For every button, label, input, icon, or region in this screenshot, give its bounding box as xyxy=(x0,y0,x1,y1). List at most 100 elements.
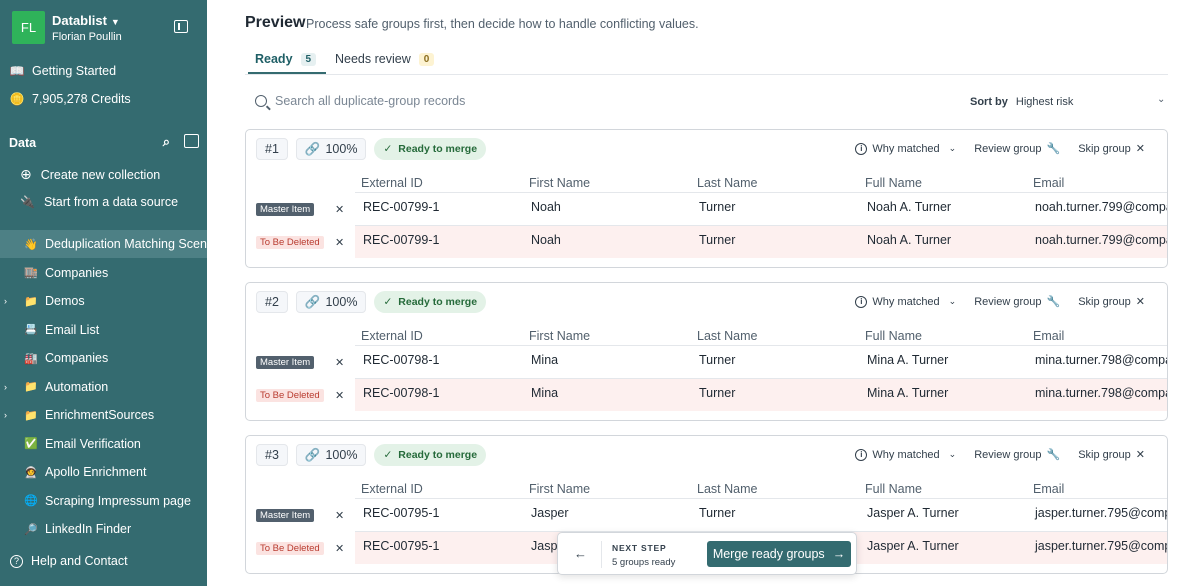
collection-icon: 📁 xyxy=(24,381,38,393)
data-section-header: Data ⌕ xyxy=(9,134,199,150)
match-score: 🔗 100% xyxy=(295,138,367,160)
collection-icon: 🏬 xyxy=(24,267,38,279)
column-header: Last Name xyxy=(697,329,758,343)
getting-started-link[interactable]: 📖 Getting Started xyxy=(9,64,117,78)
info-icon: i xyxy=(855,448,868,461)
table-row: REC-00798-1 Mina Turner Mina A. Turner mina.… xyxy=(355,378,1167,411)
remove-row-icon[interactable]: ✕ xyxy=(335,543,345,555)
close-icon: ✕ xyxy=(1135,296,1145,308)
remove-row-icon[interactable]: ✕ xyxy=(335,204,345,216)
table-cell: Mina A. Turner xyxy=(867,353,949,367)
search-input[interactable]: Search all duplicate-group records xyxy=(255,94,465,108)
collapse-sidebar-icon[interactable] xyxy=(174,20,188,33)
search-collections-icon[interactable]: ⌕ xyxy=(162,134,170,149)
review-group-button[interactable]: Review group 🔧 xyxy=(974,448,1061,462)
sidebar-item-collection[interactable]: 🧑‍🚀 Apollo Enrichment xyxy=(0,458,207,486)
table-cell: Jasper xyxy=(531,506,569,520)
remove-row-icon[interactable]: ✕ xyxy=(335,390,345,402)
column-header: Email xyxy=(1033,176,1065,190)
sidebar-item-collection[interactable]: › 📁 Automation xyxy=(0,373,207,401)
sidebar-item-label: Scraping Impressum page xyxy=(45,493,191,508)
collection-icon: 🔎 xyxy=(24,523,38,536)
link-icon: 🔗 xyxy=(304,294,321,309)
to-be-deleted-badge: To Be Deleted xyxy=(256,542,324,555)
workspace-name[interactable]: Datablist ▼ xyxy=(52,13,120,28)
remove-row-icon[interactable]: ✕ xyxy=(335,357,345,369)
table-cell: noah.turner.799@company.com xyxy=(1035,200,1167,214)
chevron-down-icon: ⌄ xyxy=(948,296,957,306)
book-icon: 📖 xyxy=(9,64,25,78)
sort-dropdown[interactable]: Sort by Highest risk xyxy=(970,96,1074,108)
next-step-bar: ← NEXT STEP 5 groups ready Merge ready g… xyxy=(557,532,857,575)
column-header: External ID xyxy=(361,329,423,343)
table-header: External ID First Name Last Name Full Name E… xyxy=(246,329,1167,346)
review-group-button[interactable]: Review group 🔧 xyxy=(974,295,1061,309)
master-item-badge: Master Item xyxy=(256,203,315,216)
merge-ready-groups-button[interactable]: Merge ready groups → xyxy=(707,541,851,567)
coins-icon: 🪙 xyxy=(9,92,25,106)
sidebar-item-label: LinkedIn Finder xyxy=(45,522,132,536)
tab-ready[interactable]: Ready 5 xyxy=(247,52,327,74)
sidebar-item-collection[interactable]: 📇 Email List xyxy=(0,316,207,344)
chevron-right-icon[interactable]: › xyxy=(4,410,7,420)
new-folder-icon[interactable] xyxy=(184,134,199,148)
sidebar-item-collection[interactable]: › 📁 Demos xyxy=(0,287,207,315)
arrow-left-icon[interactable]: ← xyxy=(574,546,587,561)
sidebar-item-label: Apollo Enrichment xyxy=(45,465,147,479)
sidebar-item-collection[interactable]: ✅ Email Verification xyxy=(0,430,207,458)
table-cell: REC-00795-1 xyxy=(363,506,440,520)
why-matched-dropdown[interactable]: i Why matched ⌄ xyxy=(855,142,956,155)
create-collection-button[interactable]: ⊕ Create new collection xyxy=(20,166,161,182)
review-group-button[interactable]: Review group 🔧 xyxy=(974,142,1061,156)
table-cell: Turner xyxy=(699,506,736,520)
table-cell: Mina xyxy=(531,386,559,400)
skip-group-button[interactable]: Skip group ✕ xyxy=(1078,295,1145,309)
divider xyxy=(601,541,602,568)
tab-needs-review[interactable]: Needs review 0 xyxy=(335,52,435,66)
remove-row-icon[interactable]: ✕ xyxy=(335,237,345,249)
table-cell: noah.turner.799@company.com xyxy=(1035,233,1167,247)
column-header: Last Name xyxy=(697,176,758,190)
page-title: Preview xyxy=(245,14,306,31)
info-icon: i xyxy=(855,142,868,155)
skip-group-button[interactable]: Skip group ✕ xyxy=(1078,448,1145,462)
why-matched-dropdown[interactable]: i Why matched ⌄ xyxy=(855,448,957,461)
chevron-down-icon[interactable]: ⌄ xyxy=(1157,94,1166,105)
chevron-down-icon: ⌄ xyxy=(948,449,957,459)
table-row: REC-00799-1 Noah Turner Noah A. Turner noah.… xyxy=(355,225,1167,258)
sidebar-item-collection[interactable]: 🌐 Scraping Impressum page xyxy=(0,487,207,515)
sidebar-item-collection[interactable]: 🏭 Companies xyxy=(0,344,207,372)
sidebar-item-label: Email Verification xyxy=(45,436,141,451)
remove-row-icon[interactable]: ✕ xyxy=(335,510,345,522)
sidebar-item-label: Demos xyxy=(45,294,85,308)
sidebar-item-collection[interactable]: 👋 Deduplication Matching Scenario xyxy=(0,230,207,258)
collection-icon: 📁 xyxy=(24,409,38,422)
ready-to-merge-badge: ✓ Ready to merge xyxy=(374,138,487,160)
sidebar-item-collection[interactable]: 🏬 Companies xyxy=(0,259,207,287)
chevron-right-icon[interactable]: › xyxy=(4,296,7,306)
column-header: External ID xyxy=(361,482,423,496)
column-header: Last Name xyxy=(697,482,758,496)
why-matched-dropdown[interactable]: i Why matched ⌄ xyxy=(855,295,957,308)
skip-group-button[interactable]: Skip group ✕ xyxy=(1078,142,1145,156)
table-cell: REC-00799-1 xyxy=(363,233,440,247)
master-item-badge: Master Item xyxy=(256,509,315,522)
table-cell: Noah xyxy=(531,233,561,247)
table-cell: jasper.turner.795@company.com xyxy=(1035,539,1167,553)
chevron-right-icon[interactable]: › xyxy=(4,381,7,392)
group-number: #2 xyxy=(256,291,288,313)
link-icon: 🔗 xyxy=(304,447,321,462)
table-cell: Turner xyxy=(699,233,736,247)
help-contact-link[interactable]: ? Help and Contact xyxy=(10,554,128,568)
column-header: External ID xyxy=(361,176,423,190)
credits-link[interactable]: 🪙 7,905,278 Credits xyxy=(9,92,131,106)
start-data-source-button[interactable]: 🔌 Start from a data source xyxy=(20,195,179,209)
to-be-deleted-badge: To Be Deleted xyxy=(256,236,324,249)
sidebar-item-collection[interactable]: › 📁 EnrichmentSources xyxy=(0,401,207,429)
table-cell: REC-00798-1 xyxy=(363,353,440,367)
column-header: Full Name xyxy=(865,482,922,496)
table-cell: Noah A. Turner xyxy=(867,200,952,214)
workspace-switcher[interactable]: FL Datablist ▼ Florian Poullin xyxy=(12,11,207,45)
sidebar-item-collection[interactable]: 🔎 LinkedIn Finder xyxy=(0,515,207,543)
table-cell: Turner xyxy=(699,386,736,400)
